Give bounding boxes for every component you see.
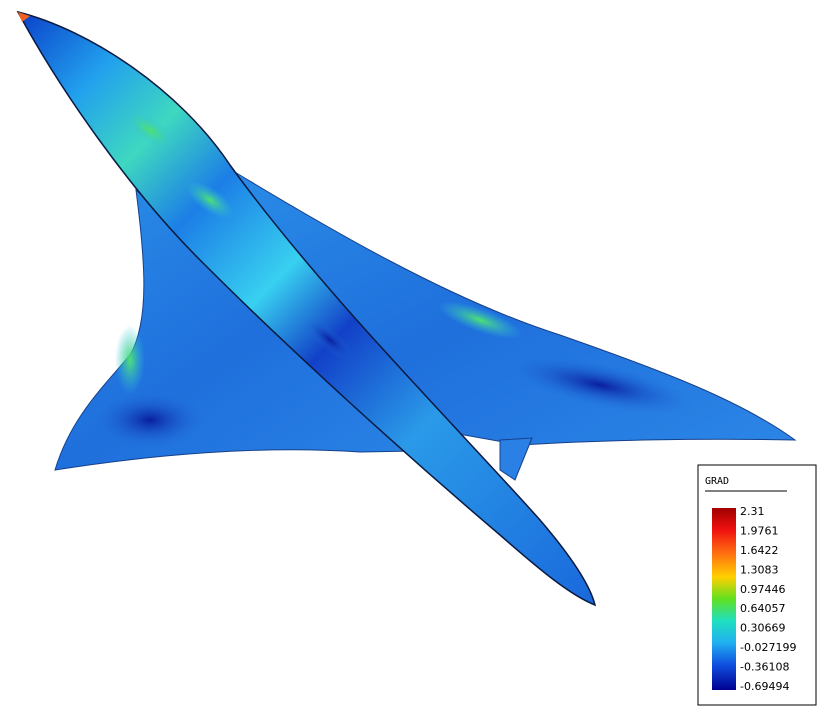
fuselage (16, 10, 597, 607)
legend-tick-label: 0.64057 (740, 602, 786, 615)
low-region (306, 319, 354, 361)
high-region (115, 325, 145, 395)
high-region (437, 300, 523, 340)
legend-tick-label: -0.36108 (740, 661, 789, 674)
nose-tip (18, 12, 30, 22)
tail-fin (499, 437, 533, 481)
high-region (124, 110, 176, 150)
legend-tick-label: 1.9761 (740, 524, 779, 537)
low-region (506, 355, 694, 415)
legend-tick-label: 2.31 (740, 505, 765, 518)
legend-tick-label: -0.027199 (740, 641, 796, 654)
high-region (186, 181, 234, 219)
legend: GRAD 2.31 1.9761 1.6422 1.3083 0.97446 0.6405… (697, 464, 817, 706)
legend-tick-label: 1.6422 (740, 544, 779, 557)
low-region (95, 392, 205, 448)
legend-title: GRAD (705, 476, 729, 487)
color-bar (712, 508, 736, 690)
legend-tick-label: 0.30669 (740, 622, 786, 635)
legend-tick-label: 1.3083 (740, 563, 779, 576)
legend-tick-label: -0.69494 (740, 680, 789, 693)
aircraft (16, 10, 797, 607)
legend-tick-label: 0.97446 (740, 583, 786, 596)
